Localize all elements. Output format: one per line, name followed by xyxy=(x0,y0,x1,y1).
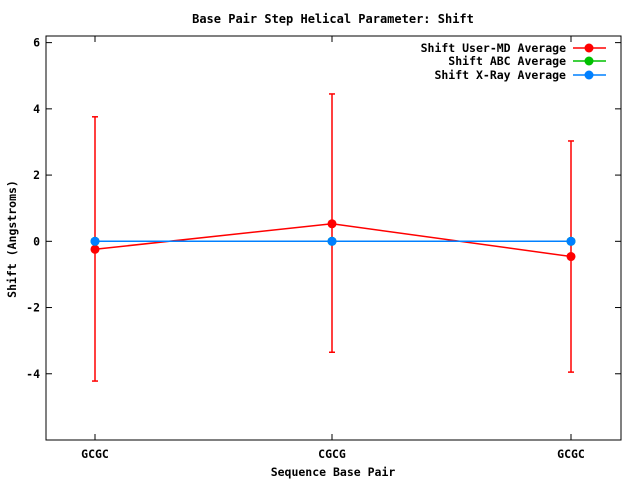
y-tick-label: 2 xyxy=(33,168,40,182)
legend-label: Shift User-MD Average xyxy=(421,41,566,55)
y-axis-label: Shift (Angstroms) xyxy=(5,180,19,298)
legend-swatch-marker xyxy=(584,70,594,80)
legend-swatch-marker xyxy=(584,43,594,53)
legend-swatch-marker xyxy=(584,56,594,66)
data-point xyxy=(566,252,576,262)
x-tick-label: GCGC xyxy=(81,447,109,461)
data-point xyxy=(90,244,100,254)
y-tick-label: -2 xyxy=(26,301,40,315)
y-tick-label: 6 xyxy=(33,36,40,50)
x-axis: GCGC CGCG GCGC xyxy=(81,36,585,461)
x-tick-label: CGCG xyxy=(318,447,346,461)
data-point xyxy=(327,236,337,246)
data-point xyxy=(90,236,100,246)
data-point xyxy=(327,219,337,229)
x-axis-label: Sequence Base Pair xyxy=(271,465,396,479)
chart-title: Base Pair Step Helical Parameter: Shift xyxy=(192,12,474,26)
y-tick-label: 4 xyxy=(33,102,40,116)
data-point xyxy=(566,236,576,246)
y-tick-label: -4 xyxy=(26,367,40,381)
y-axis: 6 4 2 0 -2 -4 xyxy=(26,36,621,381)
legend-label: Shift ABC Average xyxy=(448,54,566,68)
plot-frame xyxy=(45,35,622,441)
series-layer xyxy=(90,93,576,382)
legend-label: Shift X-Ray Average xyxy=(434,68,566,82)
y-tick-label: 0 xyxy=(33,234,40,248)
x-tick-label: GCGC xyxy=(557,447,585,461)
